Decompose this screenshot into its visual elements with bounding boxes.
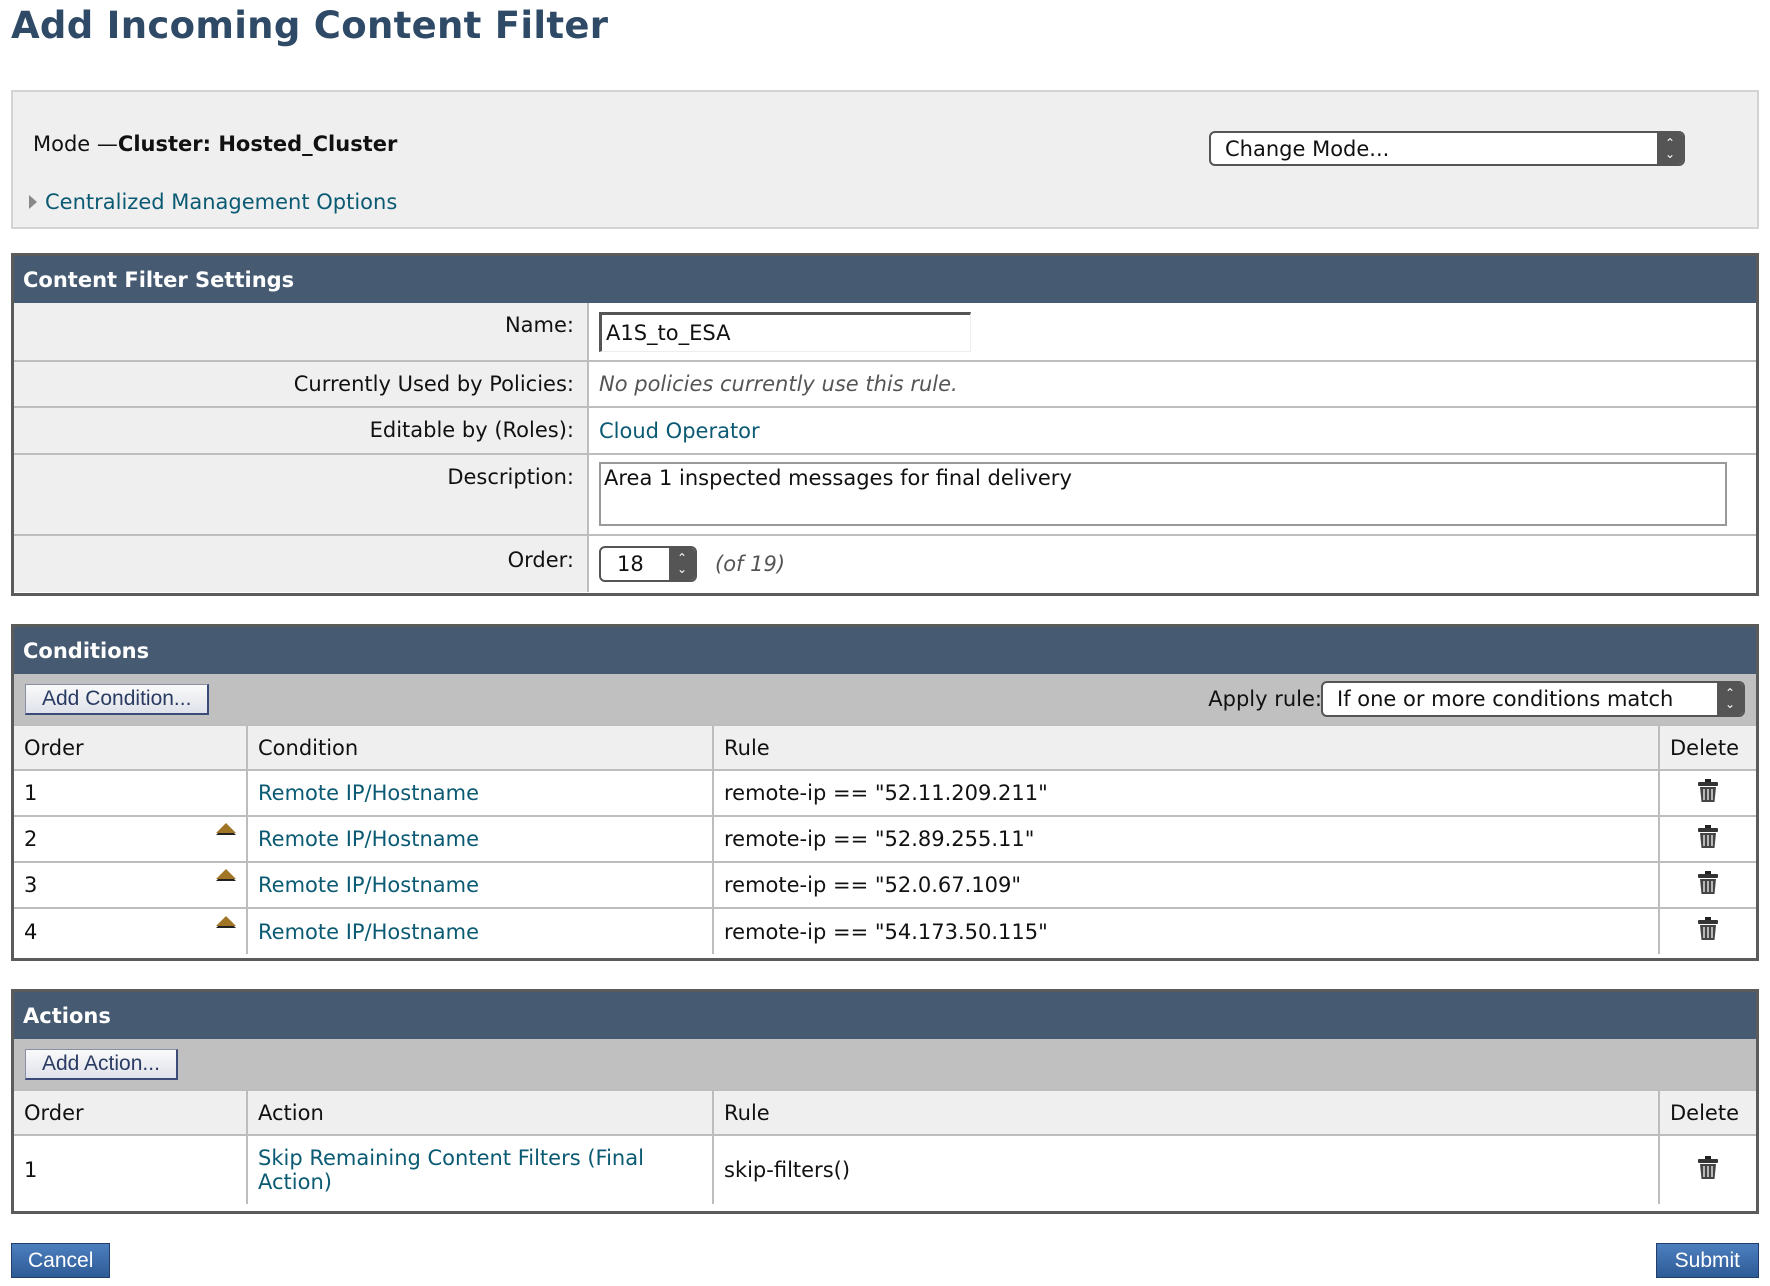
- condition-rule: remote-ip == "52.89.255.11": [712, 815, 1659, 862]
- move-up-icon[interactable]: [216, 915, 236, 926]
- condition-rule: remote-ip == "52.11.209.211": [712, 769, 1659, 816]
- panel-header: Content Filter Settings: [14, 256, 1756, 303]
- condition-row: 2 Remote IP/Hostname remote-ip == "52.89.2…: [14, 815, 1756, 862]
- order-of: (of 19): [715, 552, 786, 576]
- condition-row: 1 Remote IP/Hostname remote-ip == "52.11.2…: [14, 769, 1756, 816]
- delete-cell[interactable]: [1658, 1134, 1756, 1204]
- change-mode-select[interactable]: Change Mode... ⌃ ⌄: [1209, 131, 1685, 166]
- action-rule: skip-filters(): [712, 1134, 1659, 1204]
- delete-cell[interactable]: [1658, 769, 1756, 816]
- description-textarea[interactable]: Area 1 inspected messages for final deli…: [599, 462, 1727, 526]
- condition-rule: remote-ip == "54.173.50.115": [712, 907, 1659, 954]
- panel-header: Actions: [14, 992, 1756, 1039]
- conditions-table: Order Condition Rule Delete 1 Remote IP/Host…: [14, 724, 1756, 954]
- select-arrows-icon: ⌃ ⌄: [1657, 133, 1683, 164]
- add-action-button[interactable]: Add Action...: [25, 1048, 178, 1080]
- content-filter-settings-panel: Content Filter Settings Name: A1S_to_ESA…: [11, 253, 1759, 596]
- apply-rule-label: Apply rule:: [1208, 687, 1322, 711]
- move-up-icon[interactable]: [216, 823, 236, 833]
- move-up-icon[interactable]: [216, 869, 236, 879]
- condition-link[interactable]: Remote IP/Hostname: [258, 781, 480, 805]
- condition-link[interactable]: Remote IP/Hostname: [258, 919, 480, 944]
- roles-label: Editable by (Roles):: [14, 408, 589, 453]
- condition-row: 3 Remote IP/Hostname remote-ip == "52.0.67…: [14, 861, 1756, 908]
- trash-icon[interactable]: [1697, 917, 1719, 941]
- select-arrows-icon: ⌃ ⌄: [669, 548, 695, 580]
- condition-link[interactable]: Remote IP/Hostname: [258, 873, 480, 897]
- submit-button[interactable]: Submit: [1655, 1243, 1759, 1278]
- policies-label: Currently Used by Policies:: [14, 362, 589, 406]
- description-label: Description:: [14, 455, 589, 534]
- centralized-management-toggle[interactable]: Centralized Management Options: [29, 190, 397, 214]
- delete-cell[interactable]: [1658, 907, 1756, 954]
- actions-panel: Actions Add Action... Order Action Rule Del…: [11, 989, 1759, 1214]
- condition-rule: remote-ip == "52.0.67.109": [712, 861, 1659, 908]
- policies-value: No policies currently use this rule.: [599, 372, 958, 396]
- action-row: 1 Skip Remaining Content Filters (Final A…: [14, 1134, 1756, 1204]
- delete-cell[interactable]: [1658, 861, 1756, 908]
- order-label: Order:: [14, 536, 589, 592]
- select-arrows-icon: ⌃ ⌄: [1717, 683, 1743, 715]
- panel-header: Conditions: [14, 627, 1756, 674]
- name-input[interactable]: A1S_to_ESA: [599, 311, 971, 352]
- conditions-panel: Conditions Add Condition... Apply rule: …: [11, 624, 1759, 961]
- trash-icon[interactable]: [1697, 778, 1719, 803]
- mode-text: Mode —Cluster: Hosted_Cluster: [33, 132, 398, 156]
- page-title: Add Incoming Content Filter: [11, 4, 609, 47]
- trash-icon[interactable]: [1697, 1155, 1719, 1180]
- order-select[interactable]: 18 ⌃ ⌄: [599, 546, 697, 582]
- mode-box: Mode —Cluster: Hosted_Cluster Centralize…: [11, 90, 1759, 229]
- add-condition-button[interactable]: Add Condition...: [25, 683, 210, 715]
- trash-icon[interactable]: [1697, 824, 1719, 849]
- delete-cell[interactable]: [1658, 815, 1756, 862]
- mode-value: Cluster: Hosted_Cluster: [117, 132, 398, 156]
- roles-link[interactable]: Cloud Operator: [599, 418, 760, 443]
- actions-table: Order Action Rule Delete 1 Skip Remaining Co…: [14, 1089, 1756, 1204]
- action-link[interactable]: Skip Remaining Content Filters (Final Ac…: [258, 1146, 644, 1194]
- apply-rule-select[interactable]: If one or more conditions match ⌃ ⌄: [1321, 681, 1745, 717]
- trash-icon[interactable]: [1697, 870, 1719, 895]
- cancel-button[interactable]: Cancel: [11, 1243, 111, 1278]
- condition-row: 4 Remote IP/Hostname remote-ip == "54.173.…: [14, 907, 1756, 954]
- expand-triangle-icon: [29, 195, 37, 209]
- condition-link[interactable]: Remote IP/Hostname: [258, 827, 480, 851]
- name-label: Name:: [14, 303, 589, 360]
